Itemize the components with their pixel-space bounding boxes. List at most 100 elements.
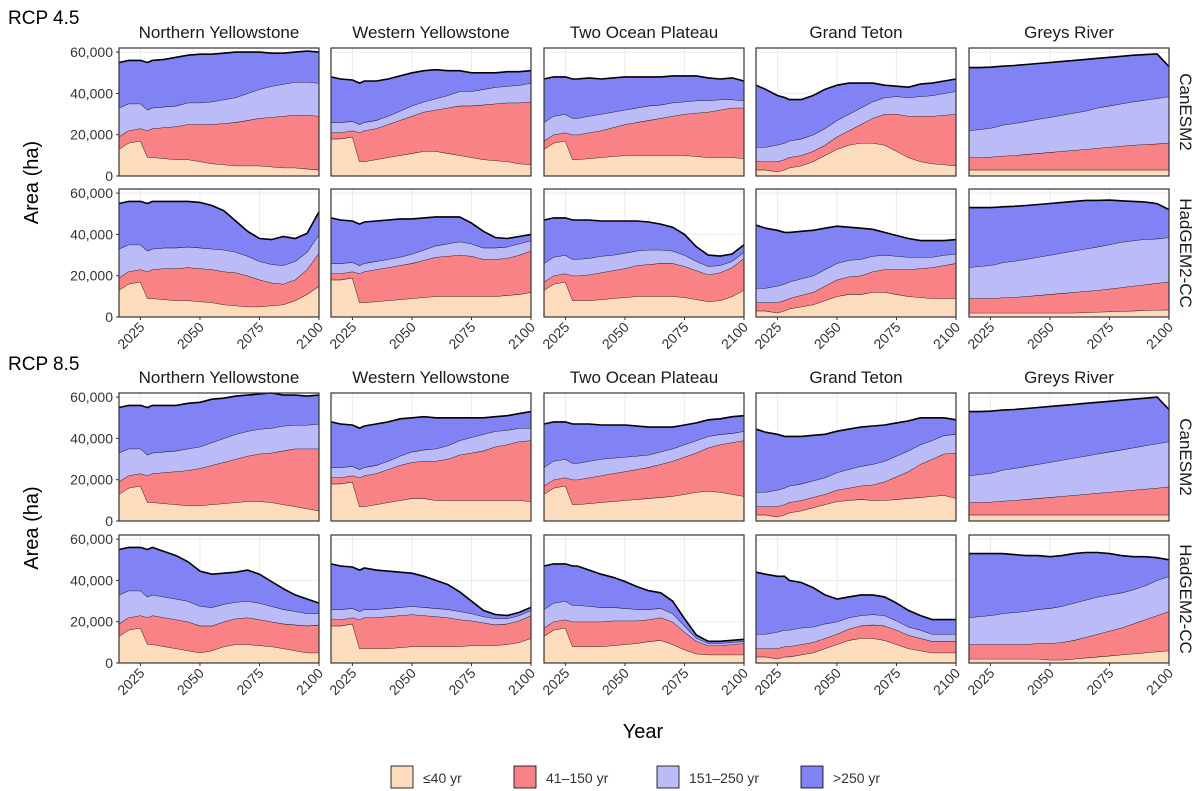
area-outline-gt250-yr [969, 551, 1170, 561]
area-gt250-yr [331, 411, 531, 470]
panel-border [543, 47, 745, 177]
panel-border [755, 188, 957, 318]
region-title-western-yellowstone: Western Yellowstone [352, 23, 510, 42]
y-tick-label: 40,000 [70, 226, 113, 242]
area-le40-yr [756, 143, 956, 176]
area-le40-yr [756, 495, 956, 521]
region-title-greys-river: Greys River [1024, 23, 1114, 42]
region-title-two-ocean-plateau: Two Ocean Plateau [570, 368, 718, 387]
area-151-250-yr [969, 96, 1169, 158]
x-tick-label: 2075 [870, 665, 903, 698]
area-151-250-yr [119, 234, 319, 284]
area-41-150-yr [756, 452, 956, 517]
area-151-250-yr [544, 249, 744, 282]
area-le40-yr [119, 627, 319, 663]
x-tick-label: 2050 [599, 319, 632, 352]
area-151-250-yr [331, 606, 531, 625]
area-gt250-yr [969, 54, 1169, 131]
panel-border [330, 392, 532, 522]
area-41-150-yr [544, 107, 744, 160]
area-le40-yr [969, 650, 1169, 663]
x-tick-label: 2025 [751, 319, 784, 352]
x-tick-label: 2025 [964, 665, 997, 698]
x-tick-label: 2100 [293, 319, 326, 352]
panel-border [968, 47, 1170, 177]
area-41-150-yr [969, 143, 1169, 170]
area-151-250-yr [544, 431, 744, 486]
x-tick-label: 2025 [539, 319, 572, 352]
y-tick-label: 20,000 [70, 127, 113, 143]
area-outline-gt250-yr [330, 68, 532, 84]
legend-label-le40-yr: ≤40 yr [423, 770, 462, 786]
panel-rcp-8-5-hadgem2-cc-western-yellowstone: 2025 2050 2075 2100 [326, 534, 538, 698]
y-tick-label: 20,000 [70, 614, 113, 630]
y-tick-label: 0 [105, 655, 113, 671]
panel-border [755, 392, 957, 522]
area-outline-gt250-yr [969, 199, 1170, 211]
panel-rcp-4-5-canesm2-northern-yellowstone [118, 47, 320, 177]
area-outline-gt250-yr [755, 78, 957, 101]
legend: ≤40 yr 41–150 yr 151–250 yr >250 yr [390, 765, 880, 789]
area-151-250-yr [756, 254, 956, 303]
x-tick-label: 2100 [930, 665, 963, 698]
area-outline-gt250-yr [330, 563, 532, 617]
x-tick-label: 2075 [1083, 319, 1116, 352]
area-gt250-yr [544, 415, 744, 468]
panel-border [543, 392, 745, 522]
area-41-150-yr [969, 281, 1169, 313]
y-tick-label: 0 [105, 309, 113, 325]
area-gt250-yr [119, 201, 319, 266]
area-le40-yr [969, 169, 1169, 176]
area-151-250-yr [331, 240, 531, 274]
area-41-150-yr [756, 114, 956, 172]
x-tick-label: 2025 [751, 665, 784, 698]
x-tick-label: 2025 [964, 319, 997, 352]
panel-rcp-8-5-hadgem2-cc-grand-teton: 2025 2050 2075 2100 [751, 534, 963, 698]
area-outline-gt250-yr [969, 53, 1170, 69]
x-tick-label: 2050 [174, 665, 207, 698]
x-tick-label: 2100 [718, 665, 751, 698]
panel-rcp-8-5-canesm2-western-yellowstone [330, 392, 532, 522]
x-tick-label: 2025 [326, 319, 359, 352]
legend-label-gt250-yr: >250 yr [833, 770, 880, 786]
legend-swatch-151-250-yr [656, 765, 680, 789]
y-tick-label: 0 [105, 513, 113, 529]
y-tick-label: 40,000 [70, 430, 113, 446]
x-tick-label: 2025 [114, 665, 147, 698]
y-axis-title: Area (ha) [21, 486, 43, 569]
area-gt250-yr [756, 572, 956, 635]
panel-border [330, 47, 532, 177]
area-le40-yr [969, 514, 1169, 521]
panel-rcp-4-5-canesm2-western-yellowstone [330, 47, 532, 177]
scenario-label-rcp-8-5: RCP 8.5 [8, 354, 79, 375]
area-le40-yr [544, 485, 744, 521]
y-tick-label: 60,000 [70, 44, 113, 60]
model-label-hadgem2-cc: HadGEM2-CC [1176, 544, 1192, 654]
panel-rcp-8-5-canesm2-northern-yellowstone [118, 392, 320, 522]
x-tick-label: 2050 [386, 319, 419, 352]
area-41-150-yr [119, 615, 319, 653]
area-41-150-yr [119, 448, 319, 511]
area-outline-gt250-yr [755, 417, 957, 438]
panel-border [330, 188, 532, 318]
area-outline-gt250-yr [755, 224, 957, 242]
area-le40-yr [756, 292, 956, 317]
legend-label-41-150-yr: 41–150 yr [546, 770, 609, 786]
model-label-hadgem2-cc: HadGEM2-CC [1176, 198, 1192, 308]
y-tick-label: 40,000 [70, 572, 113, 588]
x-tick-label: 2050 [811, 665, 844, 698]
area-151-250-yr [756, 434, 956, 507]
y-tick-label: 60,000 [70, 531, 113, 547]
area-le40-yr [331, 623, 531, 663]
panel-border [755, 47, 957, 177]
area-151-250-yr [756, 614, 956, 649]
area-151-250-yr [969, 441, 1169, 503]
x-tick-label: 2100 [293, 665, 326, 698]
area-151-250-yr [331, 428, 531, 478]
area-151-250-yr [119, 424, 319, 482]
area-151-250-yr [544, 601, 744, 646]
region-title-northern-yellowstone: Northern Yellowstone [139, 368, 300, 387]
area-41-150-yr [544, 440, 744, 505]
y-tick-label: 60,000 [70, 389, 113, 405]
area-41-150-yr [756, 263, 956, 313]
